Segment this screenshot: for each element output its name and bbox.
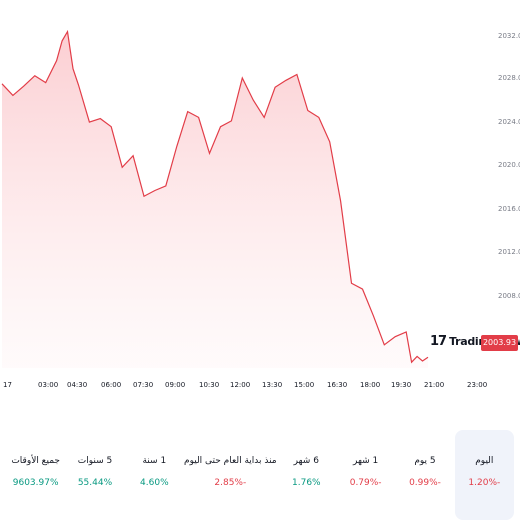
x-axis-tick-label: 18:00 [360, 381, 380, 389]
x-axis-tick-label: 12:00 [230, 381, 250, 389]
x-axis-tick-label: 23:00 [467, 381, 487, 389]
period-change-value: 4.60% [140, 478, 169, 488]
period-change-value: 0.79%- [349, 478, 382, 488]
x-axis-tick-label: 19:30 [391, 381, 411, 389]
y-axis-tick-label: 2012.00 [498, 248, 520, 256]
x-axis-tick-label: 13:30 [262, 381, 282, 389]
x-axis-tick-label: 03:00 [38, 381, 58, 389]
price-area-fill [2, 31, 428, 368]
y-axis-tick-label: 2024.00 [498, 118, 520, 126]
period-label: جميع الأوقات [11, 456, 60, 466]
x-axis-tick-label: 15:00 [294, 381, 314, 389]
price-line [1, 29, 429, 364]
period-tab-3[interactable]: 6 شهر 1.76% [277, 430, 336, 520]
period-label: 5 سنوات [77, 456, 113, 466]
period-tab-1[interactable]: 5 يوم 0.99%- [395, 430, 454, 520]
period-tab-7[interactable]: جميع الأوقات 9603.97% [6, 430, 65, 520]
price-chart[interactable]: 2032.00 2028.00 2024.00 2020.00 2016.00 2012.… [0, 0, 520, 400]
period-change-value: 9603.97% [12, 478, 59, 488]
x-axis-tick-label: 21:00 [424, 381, 444, 389]
x-axis-tick-label: 16:30 [327, 381, 347, 389]
period-tab-4[interactable]: منذ بداية العام حتى اليوم 2.85%- [184, 430, 277, 520]
period-label: 1 شهر [353, 456, 379, 466]
performance-periods: اليوم 1.20%- 5 يوم 0.99%- 1 شهر 0.79%- 6 شهر 1.… [0, 430, 520, 520]
y-axis-tick-label: 2020.00 [498, 161, 520, 169]
period-label: اليوم [475, 456, 494, 466]
chart-canvas[interactable]: 2032.00 2028.00 2024.00 2020.00 2016.00 2012.… [0, 0, 520, 400]
y-axis-tick-label: 2016.00 [498, 205, 520, 213]
period-label: 1 سنة [142, 456, 167, 466]
y-axis-tick-label: 2032.00 [498, 32, 520, 40]
x-axis-tick-label: 17 [3, 381, 12, 389]
period-label: منذ بداية العام حتى اليوم [184, 456, 277, 466]
period-tab-5[interactable]: 1 سنة 4.60% [125, 430, 184, 520]
period-tab-6[interactable]: 5 سنوات 55.44% [65, 430, 124, 520]
period-tab-2[interactable]: 1 شهر 0.79%- [336, 430, 395, 520]
period-change-value: 1.20%- [468, 478, 501, 488]
x-axis-tick-label: 10:30 [199, 381, 219, 389]
last-price-badge: 2003.93 [481, 335, 518, 351]
x-axis-tick-label: 04:30 [67, 381, 87, 389]
period-tab-0[interactable]: اليوم 1.20%- [454, 430, 514, 520]
tradingview-logo-icon: 17 [430, 334, 447, 349]
period-change-value: 1.76% [292, 478, 321, 488]
y-axis-tick-label: 2028.00 [498, 74, 520, 82]
period-label: 5 يوم [414, 456, 436, 466]
x-axis-tick-label: 07:30 [133, 381, 153, 389]
period-change-value: 55.44% [77, 478, 113, 488]
x-axis-tick-label: 09:00 [165, 381, 185, 389]
period-change-value: 0.99%- [409, 478, 441, 488]
x-axis-tick-label: 06:00 [101, 381, 121, 389]
period-label: 6 شهر [293, 456, 319, 466]
y-axis-tick-label: 2008.00 [498, 292, 520, 300]
period-change-value: 2.85%- [214, 478, 247, 488]
